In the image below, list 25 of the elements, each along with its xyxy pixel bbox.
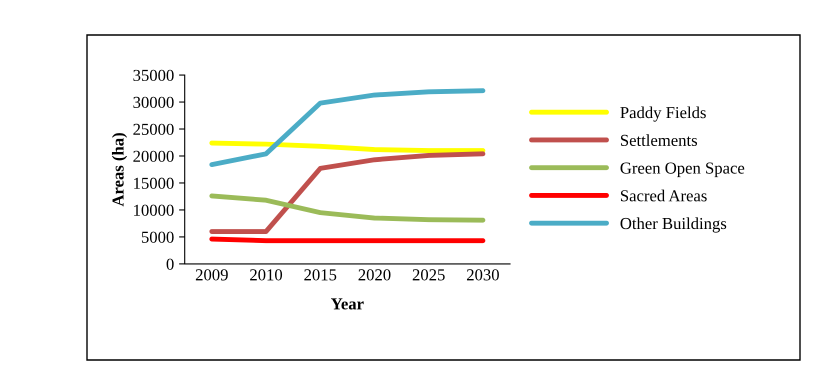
x-tick-label: 2025 — [412, 269, 445, 280]
y-tick-label: 5000 — [142, 232, 174, 243]
line-series — [209, 193, 486, 223]
y-tick-label: 0 — [166, 258, 174, 270]
x-tick-label: 2030 — [466, 269, 499, 280]
legend-label: Paddy Fields — [620, 106, 706, 122]
x-tick-label: 2015 — [304, 269, 336, 280]
legend-label: Green Open Space — [620, 162, 744, 178]
y-tick-label: 35000 — [133, 70, 174, 82]
x-tick-label: 2009 — [196, 269, 228, 280]
x-axis-title: Year — [331, 298, 364, 310]
line-series — [209, 151, 486, 234]
legend-label: Sacred Areas — [620, 190, 707, 202]
y-tick-label: 30000 — [133, 96, 174, 108]
y-tick-label: 20000 — [133, 150, 174, 162]
y-tick-label: 10000 — [134, 204, 174, 216]
legend-label: Settlements — [620, 134, 698, 146]
line-series — [209, 140, 486, 154]
x-tick-label: 2020 — [358, 269, 390, 280]
legend-label: Other Buildings — [620, 217, 726, 233]
line-series — [209, 88, 486, 168]
y-tick-label: 15000 — [134, 178, 174, 189]
x-tick-label: 2010 — [250, 269, 282, 280]
y-tick-label: 25000 — [133, 124, 174, 135]
y-axis-title: Areas (ha) — [112, 133, 128, 206]
